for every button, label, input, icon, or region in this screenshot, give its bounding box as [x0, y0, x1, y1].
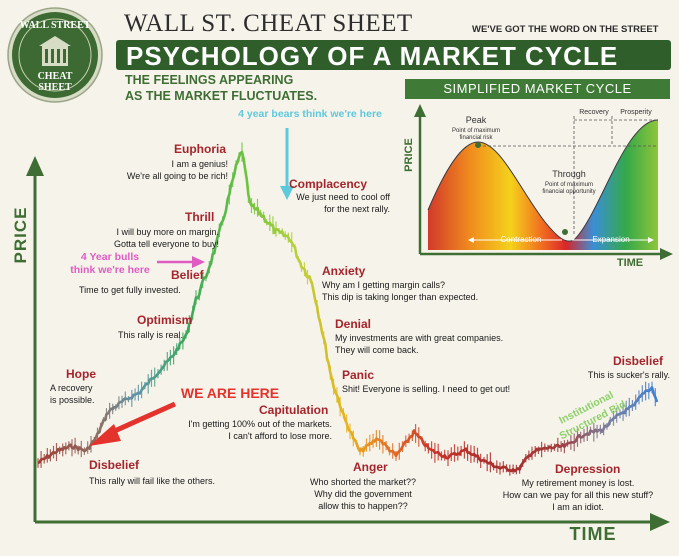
quote-denial-1: My investments are with great companies. [335, 333, 504, 343]
stage-denial: Denial [335, 317, 372, 331]
inset-peak-sub-2: financial risk [459, 135, 493, 141]
quote-anxiety-2: This dip is taking longer than expected. [322, 292, 479, 302]
y-axis-label: PRICE [11, 207, 30, 264]
quote-anxiety-1: Why am I getting margin calls? [322, 280, 446, 290]
inset-contraction-label: Contraction [501, 235, 542, 244]
y-axis-arrow-icon [26, 156, 44, 176]
quote-euphoria-1: I am a genius! [171, 159, 228, 169]
inset-x-label: TIME [617, 257, 643, 269]
stage-thrill: Thrill [185, 210, 215, 224]
logo-text-mid: CHEAT [38, 71, 73, 82]
quote-denial-2: They will come back. [335, 345, 419, 355]
bears-arrow-icon [280, 186, 294, 200]
inset-peak-dot [475, 142, 481, 148]
brand-title: WALL ST. CHEAT SHEET [124, 10, 413, 37]
logo-text-top: WALL STREET [20, 20, 91, 31]
quote-hope-1: A recovery [50, 383, 93, 393]
bulls-callout-line-1: 4 Year bulls [81, 251, 139, 263]
quote-capitulation-2: I can't afford to lose more. [228, 431, 332, 441]
stage-belief: Belief [171, 268, 204, 282]
subtitle-line-2: AS THE MARKET FLUCTUATES. [125, 89, 318, 103]
quote-depression-1: My retirement money is lost. [521, 478, 635, 488]
x-axis-label: TIME [570, 524, 617, 544]
quote-disbelief-2: This is sucker's rally. [587, 370, 670, 380]
inset-expansion-label: Expansion [592, 235, 629, 244]
stage-anxiety: Anxiety [322, 264, 366, 278]
inset-trough-sub-1: Point of maximum [545, 182, 593, 188]
quote-anger-2: Why did the government [314, 489, 412, 499]
quote-depression-3: I am an idiot. [552, 502, 604, 512]
quote-anger-1: Who shorted the market?? [309, 477, 417, 487]
inset-trough-dot [562, 229, 568, 235]
stage-hope: Hope [66, 367, 96, 381]
inset-prosperity-label: Prosperity [620, 109, 652, 116]
stage-euphoria: Euphoria [174, 142, 227, 156]
inset-peak-sub-1: Point of maximum [452, 128, 500, 134]
x-axis-arrow-icon [650, 513, 670, 531]
quote-complacency-2: for the next rally. [324, 204, 390, 214]
bulls-arrow-icon [192, 256, 205, 268]
quote-optimism: This rally is real. [118, 330, 184, 340]
stage-anger: Anger [353, 460, 388, 474]
wall-street-cheat-sheet-logo: WALL STREET CHEAT SHEET [7, 7, 103, 103]
bulls-callout-line-2: think we're here [70, 264, 150, 276]
bears-callout: 4 year bears think we're here [238, 108, 382, 120]
inset-recovery-label: Recovery [579, 109, 609, 116]
quote-hope-2: is possible. [50, 395, 95, 405]
tagline: WE'VE GOT THE WORD ON THE STREET [472, 24, 659, 35]
inset-trough-title: Through [552, 169, 586, 179]
inset-peak-title: Peak [466, 115, 487, 125]
main-title: PSYCHOLOGY OF A MARKET CYCLE [126, 41, 619, 71]
inset-trough-sub-2: financial opportunity [542, 189, 595, 195]
inset-y-label: PRICE [403, 138, 415, 172]
inset-x-axis-arrow-icon [660, 248, 673, 260]
inset-chart: PRICE TIME Peak Point of maximum financi… [403, 104, 673, 269]
quote-complacency-1: We just need to cool off [296, 192, 390, 202]
stage-complacency: Complacency [289, 177, 368, 191]
quote-depression-2: How can we pay for all this new stuff? [502, 490, 654, 500]
quote-anger-3: allow this to happen?? [318, 501, 408, 511]
quote-capitulation-1: I'm getting 100% out of the markets. [188, 419, 332, 429]
stage-disbelief-2: Disbelief [613, 354, 664, 368]
main-title-banner: PSYCHOLOGY OF A MARKET CYCLE [116, 40, 671, 71]
logo-text-bottom: SHEET [38, 82, 72, 93]
quote-belief: Time to get fully invested. [79, 285, 181, 295]
stage-capitulation: Capitulation [259, 403, 329, 417]
we-are-here-callout: WE ARE HERE [181, 385, 279, 401]
inset-banner: SIMPLIFIED MARKET CYCLE [405, 79, 670, 99]
stage-panic: Panic [342, 368, 375, 382]
we-are-here-arrow-icon [89, 424, 121, 446]
quote-euphoria-2: We're all going to be rich! [126, 171, 228, 181]
quote-disbelief-1: This rally will fail like the others. [89, 476, 216, 486]
inset-cycle-outline [427, 119, 659, 242]
quote-thrill-1: I will buy more on margin. [116, 227, 219, 237]
quote-panic: Shit! Everyone is selling. I need to get… [342, 384, 511, 394]
stage-optimism: Optimism [137, 313, 193, 327]
inset-cycle-area [428, 120, 658, 250]
quote-thrill-2: Gotta tell everyone to buy! [113, 239, 219, 249]
inset-contraction-arrowhead-icon [468, 237, 474, 243]
inset-expansion-arrowhead-icon [648, 237, 654, 243]
we-are-here-arrow-line [108, 401, 177, 436]
stage-disbelief-1: Disbelief [89, 458, 140, 472]
price-line [37, 142, 659, 476]
inset-banner-text: SIMPLIFIED MARKET CYCLE [443, 81, 632, 96]
stage-depression: Depression [555, 462, 621, 476]
subtitle-line-1: THE FEELINGS APPEARING [125, 73, 294, 87]
inset-y-axis-arrow-icon [414, 104, 426, 117]
